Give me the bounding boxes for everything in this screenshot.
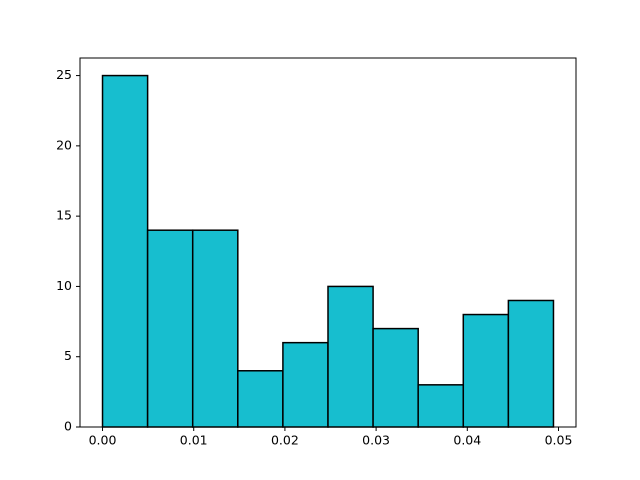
bar	[507, 299, 555, 428]
bar	[282, 341, 329, 428]
x-tick-label: 0.04	[453, 433, 481, 448]
bar	[146, 229, 194, 428]
x-tick-label: 0.01	[180, 433, 208, 448]
x-tick-label: 0.00	[89, 433, 117, 448]
bar	[327, 285, 374, 428]
x-tick-label: 0.03	[362, 433, 390, 448]
x-tick-label: 0.02	[271, 433, 299, 448]
y-tick-label: 15	[56, 208, 72, 223]
y-tick-label: 20	[56, 137, 72, 152]
y-tick-label: 5	[64, 348, 72, 363]
bar	[191, 229, 239, 428]
bar	[372, 327, 419, 428]
bar	[237, 370, 284, 428]
bar	[462, 313, 510, 428]
y-tick-label: 25	[56, 67, 72, 82]
y-tick-label: 10	[56, 278, 72, 293]
x-tick-label: 0.05	[545, 433, 573, 448]
bar	[101, 74, 149, 428]
y-tick-label: 0	[64, 419, 72, 434]
axes-frame	[79, 57, 577, 428]
bar	[417, 384, 465, 428]
